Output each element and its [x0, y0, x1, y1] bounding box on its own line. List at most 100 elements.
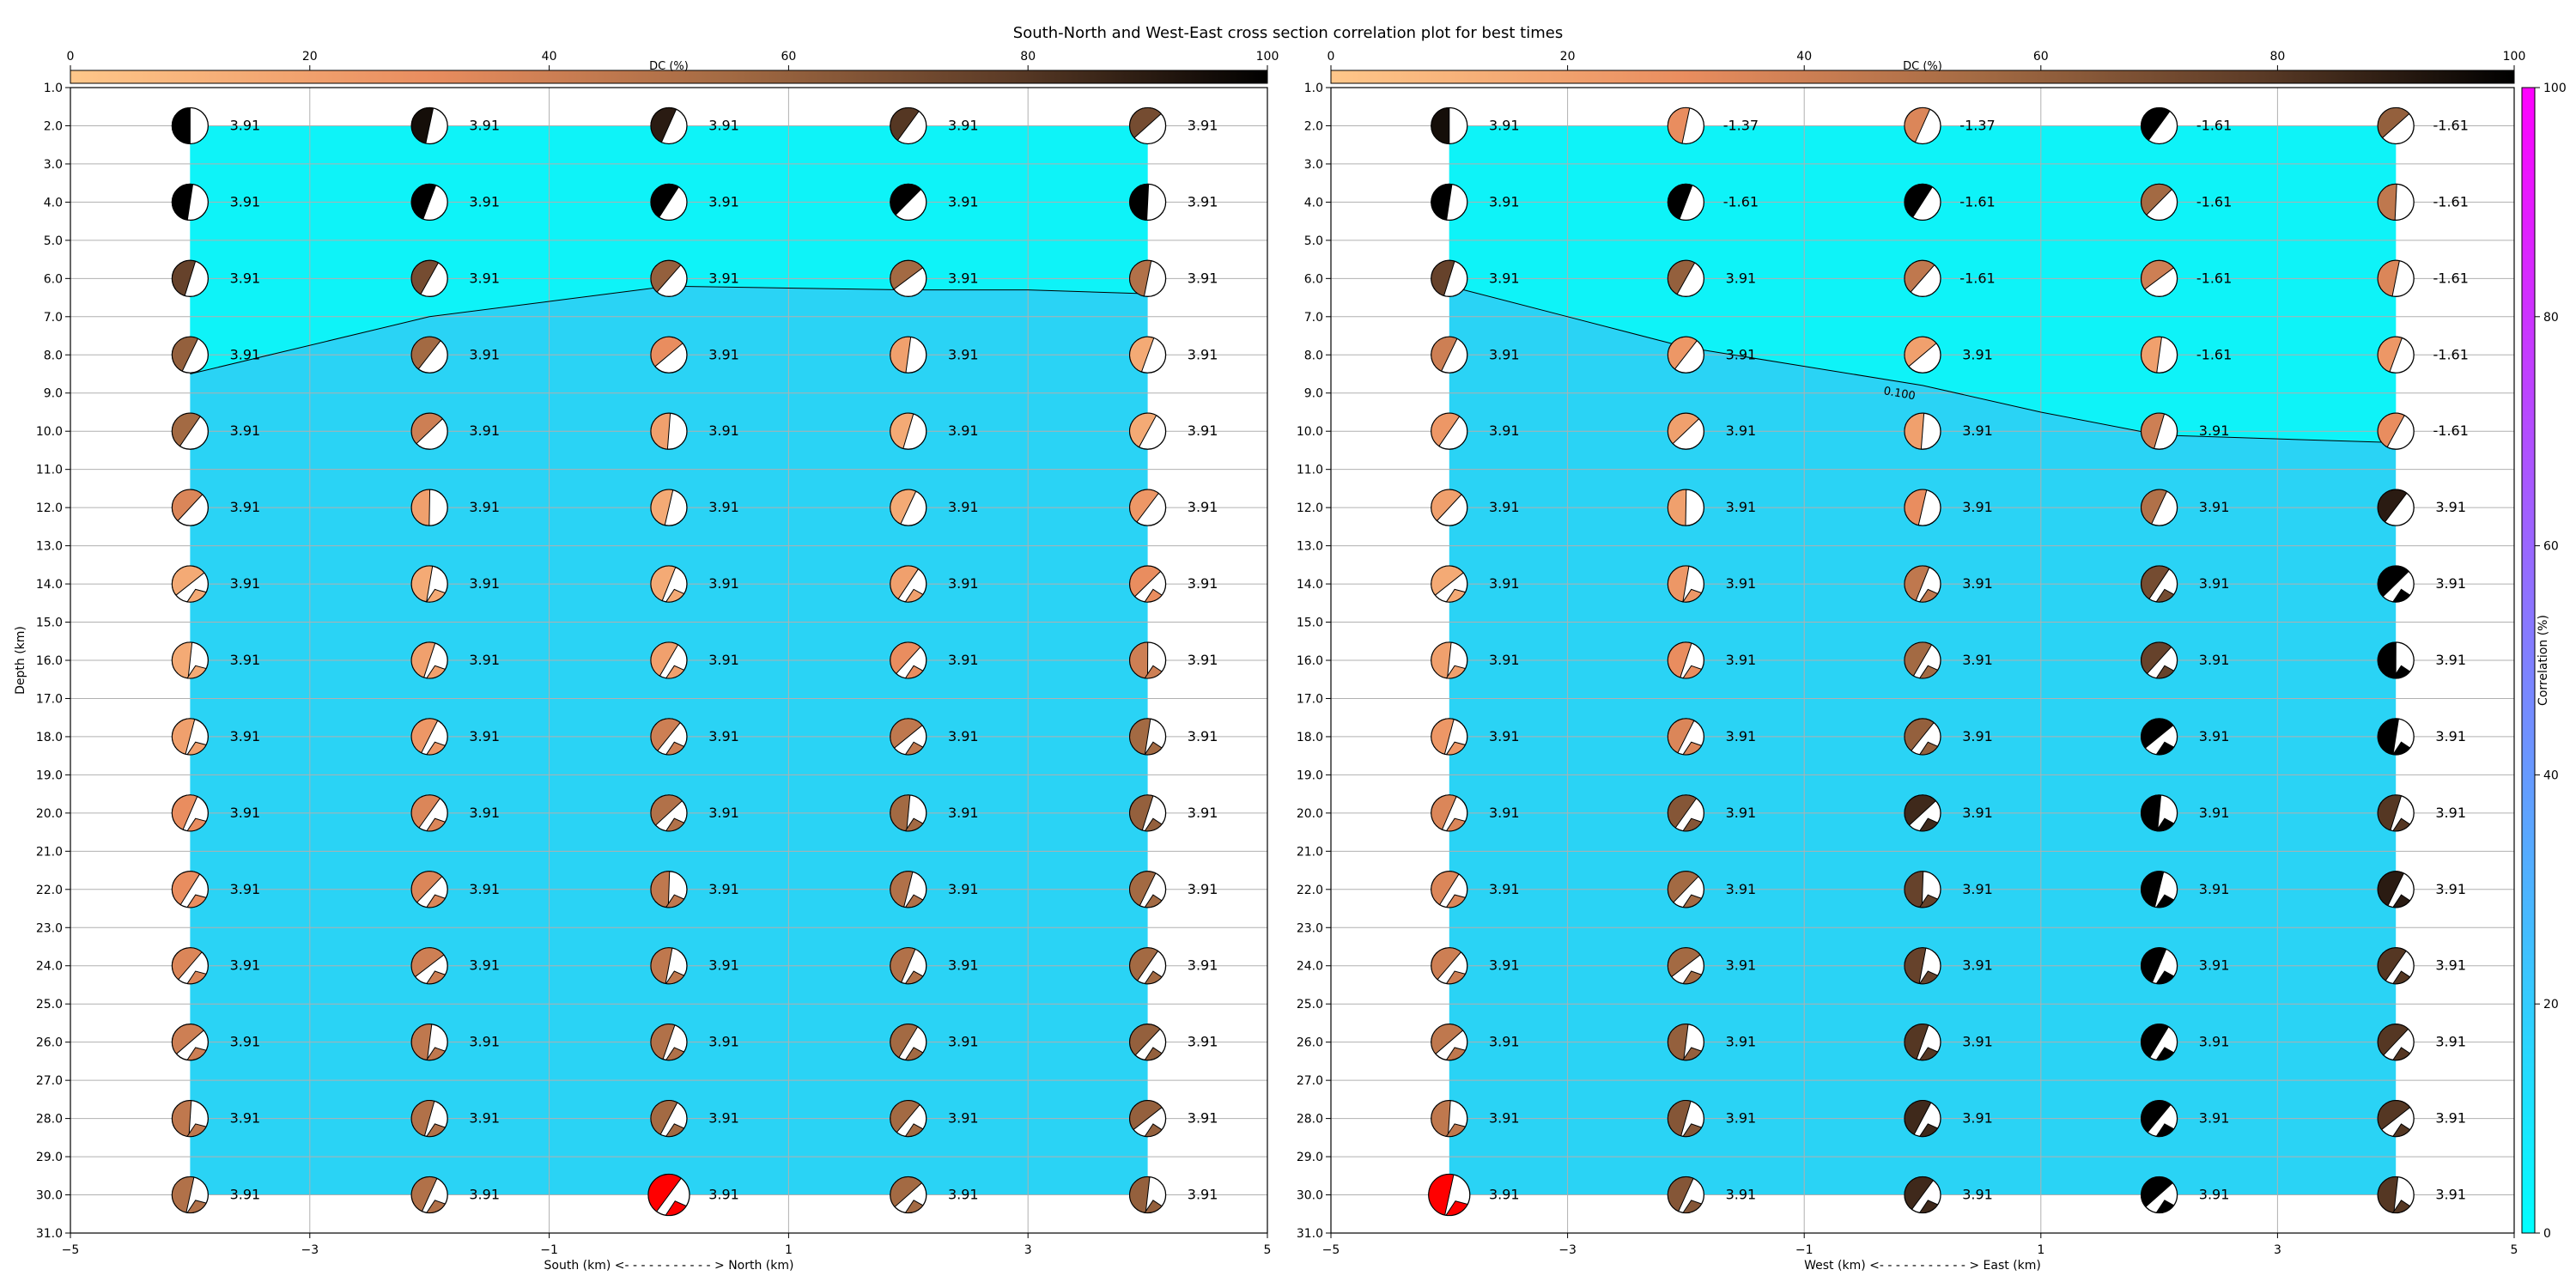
- magnitude-label: 3.91: [708, 117, 739, 133]
- y-tick-label: 24.0: [36, 960, 63, 974]
- beachball: [171, 259, 210, 297]
- beachball: [1431, 183, 1468, 222]
- beachball: [171, 871, 210, 908]
- beachball: [171, 794, 210, 832]
- beachball: [1431, 718, 1468, 756]
- magnitude-label: 3.91: [708, 1110, 739, 1127]
- beachball: [1667, 1176, 1705, 1214]
- y-tick-label: 17.0: [36, 692, 63, 706]
- beachball: [1904, 412, 1941, 450]
- magnitude-label: 3.91: [2435, 652, 2466, 668]
- magnitude-label: 3.91: [948, 499, 979, 515]
- magnitude-label: 3.91: [1188, 1187, 1218, 1203]
- beachball: [650, 641, 688, 679]
- magnitude-label: 3.91: [1489, 652, 1520, 668]
- beachball: [2377, 412, 2415, 450]
- magnitude-label: 3.91: [2435, 1110, 2466, 1127]
- magnitude-label: 3.91: [948, 422, 979, 439]
- y-tick-label: 25.0: [36, 998, 63, 1012]
- beachball: [410, 947, 448, 985]
- magnitude-label: 3.91: [948, 193, 979, 210]
- magnitude-label: 3.91: [2199, 957, 2230, 974]
- beachball: [890, 259, 927, 297]
- beachball: [650, 1099, 688, 1138]
- beachball: [2140, 1176, 2178, 1214]
- beachball: [1667, 412, 1705, 450]
- magnitude-label: 3.91: [948, 805, 979, 821]
- magnitude-label: 3.91: [230, 728, 261, 744]
- beachball: [1667, 183, 1705, 222]
- magnitude-label: -1.61: [2433, 422, 2468, 439]
- y-tick-label: 10.0: [36, 425, 63, 439]
- magnitude-label: -1.61: [1723, 193, 1759, 210]
- beachball: [650, 718, 688, 756]
- beachball: [2377, 1024, 2415, 1061]
- correlation-colorbar-label: Correlation (%): [2537, 615, 2550, 706]
- magnitude-label: -1.61: [1959, 193, 1995, 210]
- magnitude-label: 3.91: [948, 1187, 979, 1203]
- y-axis-label: Depth (km): [14, 626, 27, 695]
- magnitude-label: 3.91: [2435, 1034, 2466, 1050]
- magnitude-label: 3.91: [2199, 881, 2230, 897]
- x-tick-label: 3: [1024, 1243, 1032, 1257]
- beachball: [1667, 259, 1705, 297]
- y-tick-label: 12.0: [1297, 501, 1323, 515]
- beachball: [171, 106, 210, 145]
- magnitude-label: 3.91: [948, 575, 979, 592]
- beachball: [171, 183, 210, 222]
- x-tick-label: −3: [301, 1243, 319, 1257]
- magnitude-label: 3.91: [708, 652, 739, 668]
- beachball: [890, 412, 927, 450]
- beachball: [171, 1099, 210, 1138]
- correlation-tick-label: 40: [2543, 769, 2559, 782]
- beachball: [2140, 106, 2178, 145]
- magnitude-label: 3.91: [948, 117, 979, 133]
- beachball: [1128, 565, 1167, 603]
- beachball: [1667, 1099, 1705, 1138]
- y-tick-label: 7.0: [44, 311, 63, 325]
- beachball: [2140, 718, 2178, 756]
- y-tick-label: 31.0: [36, 1227, 63, 1241]
- beachball: [1667, 947, 1705, 985]
- magnitude-label: 3.91: [1726, 270, 1757, 286]
- plot-frame: [1330, 87, 2515, 1234]
- y-tick-label: 9.0: [1304, 387, 1323, 401]
- beachball: [890, 1176, 927, 1214]
- magnitude-label: 3.91: [1489, 805, 1520, 821]
- correlation-tick-label: 20: [2543, 998, 2559, 1012]
- beachball: [1128, 871, 1167, 908]
- magnitude-label: 3.91: [469, 422, 500, 439]
- y-tick-label: 22.0: [36, 884, 63, 897]
- dc-tick-label: 20: [302, 50, 318, 64]
- dc-colorbar-right: DC (%) 0 20 40 60 80 100: [1327, 50, 2525, 84]
- beachball: [1904, 947, 1941, 985]
- dc-tick-label: 80: [1020, 50, 1036, 64]
- magnitude-label: 3.91: [1188, 346, 1218, 362]
- magnitude-label: 3.91: [1489, 728, 1520, 744]
- beachball: [410, 794, 448, 832]
- beachball: [1431, 412, 1468, 450]
- magnitude-label: 3.91: [2435, 881, 2466, 897]
- y-tick-label: 8.0: [1304, 349, 1323, 362]
- y-tick-label: 12.0: [36, 501, 63, 515]
- magnitude-label: -1.37: [1723, 117, 1759, 133]
- magnitude-label: 3.91: [230, 1110, 261, 1127]
- beachball: [410, 1176, 448, 1214]
- y-tick-label: 5.0: [44, 234, 63, 248]
- beachball: [410, 641, 448, 679]
- magnitude-label: 3.91: [1726, 575, 1757, 592]
- y-tick-label: 28.0: [1297, 1113, 1323, 1127]
- y-tick-label: 3.0: [44, 158, 63, 172]
- magnitude-label: -1.61: [2196, 270, 2232, 286]
- dc-tick-label: 100: [1256, 50, 1279, 64]
- south-north-panel: −5 −3 −1 1 3 5 1.0 2.0 3.0 4.0 5.0 6.0 7.0 8.0 9.0 10.0…: [14, 82, 1271, 1273]
- beachball: [650, 183, 688, 222]
- y-tick-label: 19.0: [1297, 769, 1323, 782]
- beachball: [1128, 947, 1167, 985]
- correlation-colorbar: Correlation (%) 0 20 40 60 80 100: [2521, 82, 2567, 1241]
- beachball: [1904, 183, 1941, 222]
- magnitude-label: 3.91: [2435, 957, 2466, 974]
- magnitude-label: 3.91: [1962, 346, 1993, 362]
- magnitude-label: 3.91: [469, 346, 500, 362]
- beachball: [2377, 565, 2415, 603]
